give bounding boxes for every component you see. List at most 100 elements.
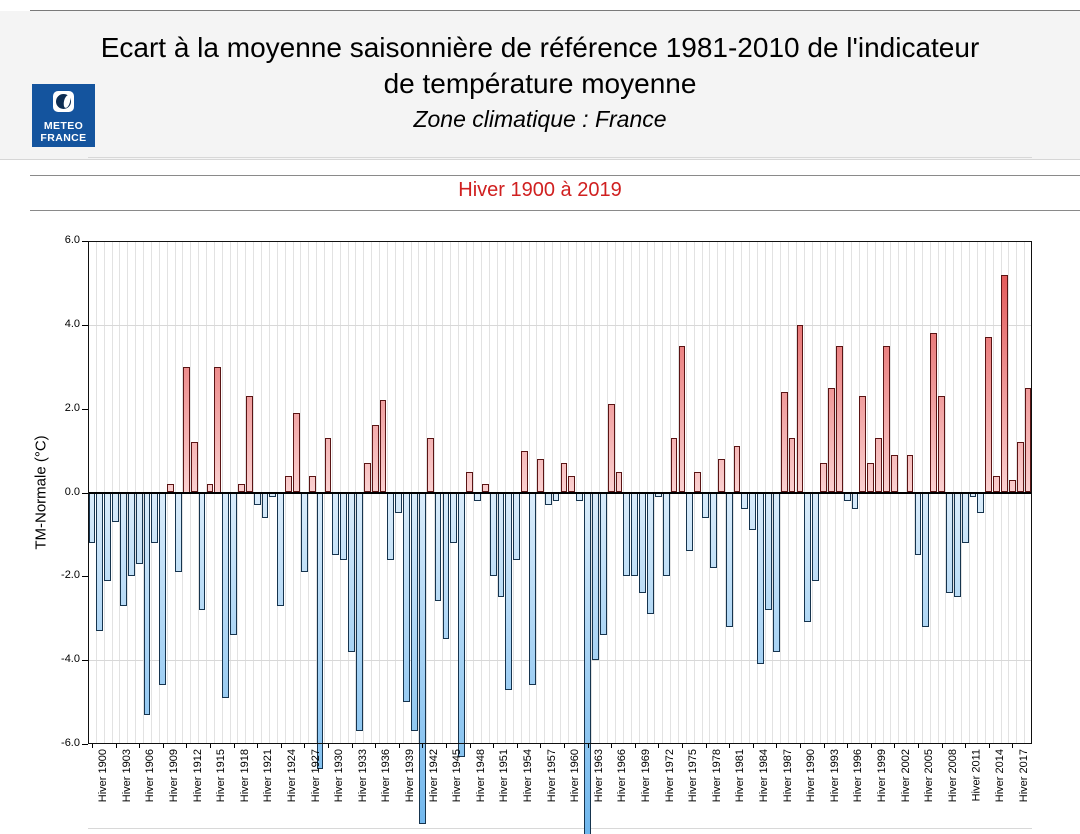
x-tick-label: Hiver 1948 bbox=[475, 749, 488, 803]
x-tick bbox=[493, 744, 495, 748]
x-tick bbox=[115, 744, 117, 748]
x-tick bbox=[823, 744, 825, 748]
x-tick bbox=[233, 744, 235, 748]
x-tick-label: Hiver 2011 bbox=[970, 749, 983, 802]
x-tick-label: Hiver 1996 bbox=[852, 749, 865, 803]
meteo-france-logo: METEO FRANCE bbox=[32, 84, 95, 147]
y-gridline bbox=[88, 157, 1032, 159]
y-tick bbox=[82, 744, 88, 745]
x-tick bbox=[776, 744, 778, 748]
x-tick-label: Hiver 2002 bbox=[899, 749, 912, 803]
x-tick-label: Hiver 1933 bbox=[357, 749, 370, 803]
zone-subtitle: Zone climatique : France bbox=[413, 106, 667, 132]
y-tick bbox=[82, 241, 88, 242]
period-label: Hiver 1900 à 2019 bbox=[458, 179, 622, 201]
y-tick-label: -4.0 bbox=[61, 653, 80, 666]
divider-above-period bbox=[30, 175, 1080, 176]
x-tick bbox=[799, 744, 801, 748]
y-tick bbox=[82, 324, 88, 326]
x-tick-label: Hiver 1951 bbox=[498, 749, 511, 803]
x-tick-label: Hiver 1993 bbox=[829, 749, 842, 803]
x-tick-label: Hiver 1921 bbox=[262, 749, 275, 803]
x-tick-label: Hiver 1906 bbox=[144, 749, 157, 803]
x-tick-label: Hiver 1990 bbox=[805, 749, 818, 803]
x-tick bbox=[375, 744, 377, 748]
x-tick-label: Hiver 1945 bbox=[451, 749, 464, 803]
x-tick bbox=[870, 744, 872, 748]
x-tick bbox=[445, 744, 447, 748]
y-tick-label: 0.0 bbox=[64, 485, 80, 498]
y-tick bbox=[82, 408, 88, 410]
x-tick bbox=[705, 744, 707, 748]
y-tick-label: 2.0 bbox=[64, 401, 80, 414]
logo-text-france: FRANCE bbox=[40, 132, 87, 144]
x-tick bbox=[209, 744, 211, 748]
x-tick-label: Hiver 1930 bbox=[333, 749, 346, 803]
x-tick bbox=[729, 744, 731, 748]
x-tick-label: Hiver 2017 bbox=[1017, 749, 1030, 803]
x-tick-label: Hiver 1936 bbox=[380, 749, 393, 803]
x-tick-label: Hiver 1999 bbox=[876, 749, 889, 803]
x-tick-label: Hiver 1939 bbox=[404, 749, 417, 803]
x-tick bbox=[91, 744, 93, 748]
x-tick bbox=[634, 744, 636, 748]
x-tick bbox=[988, 744, 990, 748]
x-tick bbox=[469, 744, 471, 748]
x-tick bbox=[257, 744, 259, 748]
x-tick-label: Hiver 1987 bbox=[781, 749, 794, 803]
x-tick-label: Hiver 1975 bbox=[687, 749, 700, 803]
zero-line bbox=[88, 491, 1032, 494]
x-tick bbox=[658, 744, 660, 748]
page-title-line1: Ecart à la moyenne saisonnière de référe… bbox=[100, 32, 980, 63]
x-tick bbox=[186, 744, 188, 748]
y-tick bbox=[82, 492, 88, 494]
x-tick bbox=[280, 744, 282, 748]
x-tick-label: Hiver 1960 bbox=[569, 749, 582, 803]
x-tick-label: Hiver 1972 bbox=[663, 749, 676, 803]
y-tick-label: 6.0 bbox=[64, 234, 80, 246]
x-tick-label: Hiver 1966 bbox=[616, 749, 629, 803]
top-divider bbox=[30, 10, 1080, 11]
y-tick-label: -6.0 bbox=[61, 737, 80, 749]
x-tick-label: Hiver 1978 bbox=[711, 749, 724, 803]
x-tick bbox=[941, 744, 943, 748]
y-tick bbox=[82, 660, 88, 662]
x-tick bbox=[894, 744, 896, 748]
x-tick-label: Hiver 1969 bbox=[640, 749, 653, 803]
x-tick-label: Hiver 2008 bbox=[947, 749, 960, 803]
x-tick bbox=[327, 744, 329, 748]
x-tick bbox=[1012, 744, 1014, 748]
x-tick-label: Hiver 1981 bbox=[734, 749, 747, 803]
x-tick-label: Hiver 1924 bbox=[286, 749, 299, 803]
x-tick-label: Hiver 1963 bbox=[593, 749, 606, 803]
x-tick-label: Hiver 1954 bbox=[522, 749, 535, 803]
plot-frame bbox=[88, 241, 1032, 744]
x-tick-label: Hiver 1918 bbox=[239, 749, 252, 803]
x-tick bbox=[398, 744, 400, 748]
x-tick-label: Hiver 1903 bbox=[121, 749, 134, 803]
x-tick-label: Hiver 1942 bbox=[427, 749, 440, 803]
x-tick-label: Hiver 1909 bbox=[168, 749, 181, 803]
x-tick bbox=[681, 744, 683, 748]
y-tick-label: -2.0 bbox=[61, 569, 80, 582]
y-gridline bbox=[88, 660, 1032, 662]
x-tick-label: Hiver 1984 bbox=[758, 749, 771, 803]
x-tick bbox=[422, 744, 424, 748]
x-tick bbox=[563, 744, 565, 748]
x-tick-label: Hiver 1912 bbox=[191, 749, 204, 803]
page-title-line2: de température moyenne bbox=[383, 68, 697, 99]
x-tick bbox=[540, 744, 542, 748]
divider-below-period bbox=[30, 210, 1080, 211]
y-tick bbox=[82, 576, 88, 578]
x-tick-label: Hiver 2014 bbox=[994, 749, 1007, 803]
x-tick-label: Hiver 1900 bbox=[97, 749, 110, 803]
x-tick bbox=[304, 744, 306, 748]
logo-text-meteo: METEO bbox=[43, 120, 84, 132]
y-gridline bbox=[88, 324, 1032, 326]
x-tick-label: Hiver 1927 bbox=[309, 749, 322, 803]
x-tick-label: Hiver 1957 bbox=[545, 749, 558, 803]
x-tick-label: Hiver 2005 bbox=[923, 749, 936, 803]
x-tick bbox=[752, 744, 754, 748]
x-tick bbox=[516, 744, 518, 748]
